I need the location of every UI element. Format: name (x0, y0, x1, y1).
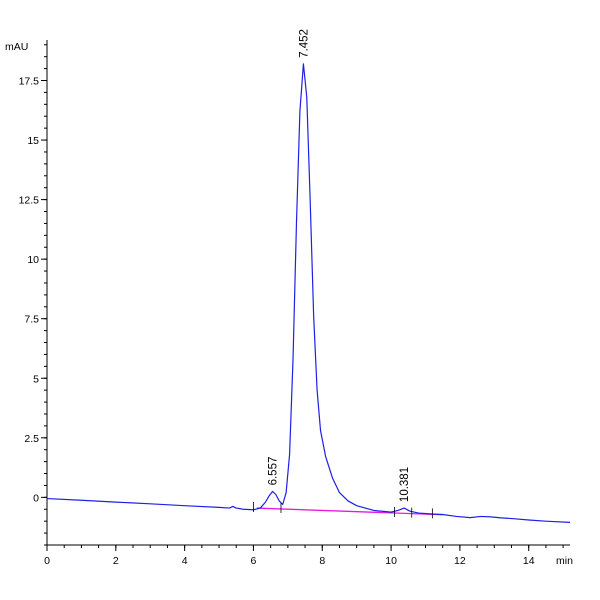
x-axis: 0 2 4 6 8 10 12 14 min (44, 544, 573, 567)
peak-label: 6.557 (268, 457, 280, 486)
x-tick-label: 10 (385, 555, 397, 567)
x-ticks: 0 2 4 6 8 10 12 14 (44, 545, 564, 567)
x-tick-label: 6 (251, 555, 257, 567)
y-axis-unit-label: mAU (5, 41, 28, 53)
series-layer (46, 63, 571, 523)
signal-trace (46, 63, 571, 523)
y-axis: 0 2.5 5 7.5 10 12.5 15 17.5 mAU (5, 40, 48, 546)
x-tick-label: 12 (454, 555, 466, 567)
y-tick-label: 0 (33, 492, 39, 504)
x-tick-label: 0 (44, 555, 50, 567)
y-tick-label: 10 (27, 254, 39, 266)
integration-marks (253, 501, 433, 519)
y-tick-label: 15 (27, 135, 39, 147)
x-tick-label: 14 (523, 555, 535, 567)
y-tick-label: 5 (33, 373, 39, 385)
y-tick-label: 12.5 (19, 195, 40, 207)
integration-baseline (256, 507, 443, 516)
x-axis-unit-label: min (556, 555, 573, 567)
peak-annotations: 6.557 7.452 10.381 (268, 29, 412, 502)
y-ticks: 0 2.5 5 7.5 10 12.5 15 17.5 (19, 44, 47, 546)
y-tick-label: 7.5 (24, 314, 39, 326)
x-tick-label: 8 (319, 555, 325, 567)
x-tick-label: 4 (182, 555, 188, 567)
peak-label: 10.381 (399, 467, 411, 502)
y-tick-label: 17.5 (19, 75, 40, 87)
peak-label: 7.452 (298, 29, 310, 58)
x-tick-label: 2 (113, 555, 119, 567)
y-tick-label: 2.5 (24, 433, 39, 445)
